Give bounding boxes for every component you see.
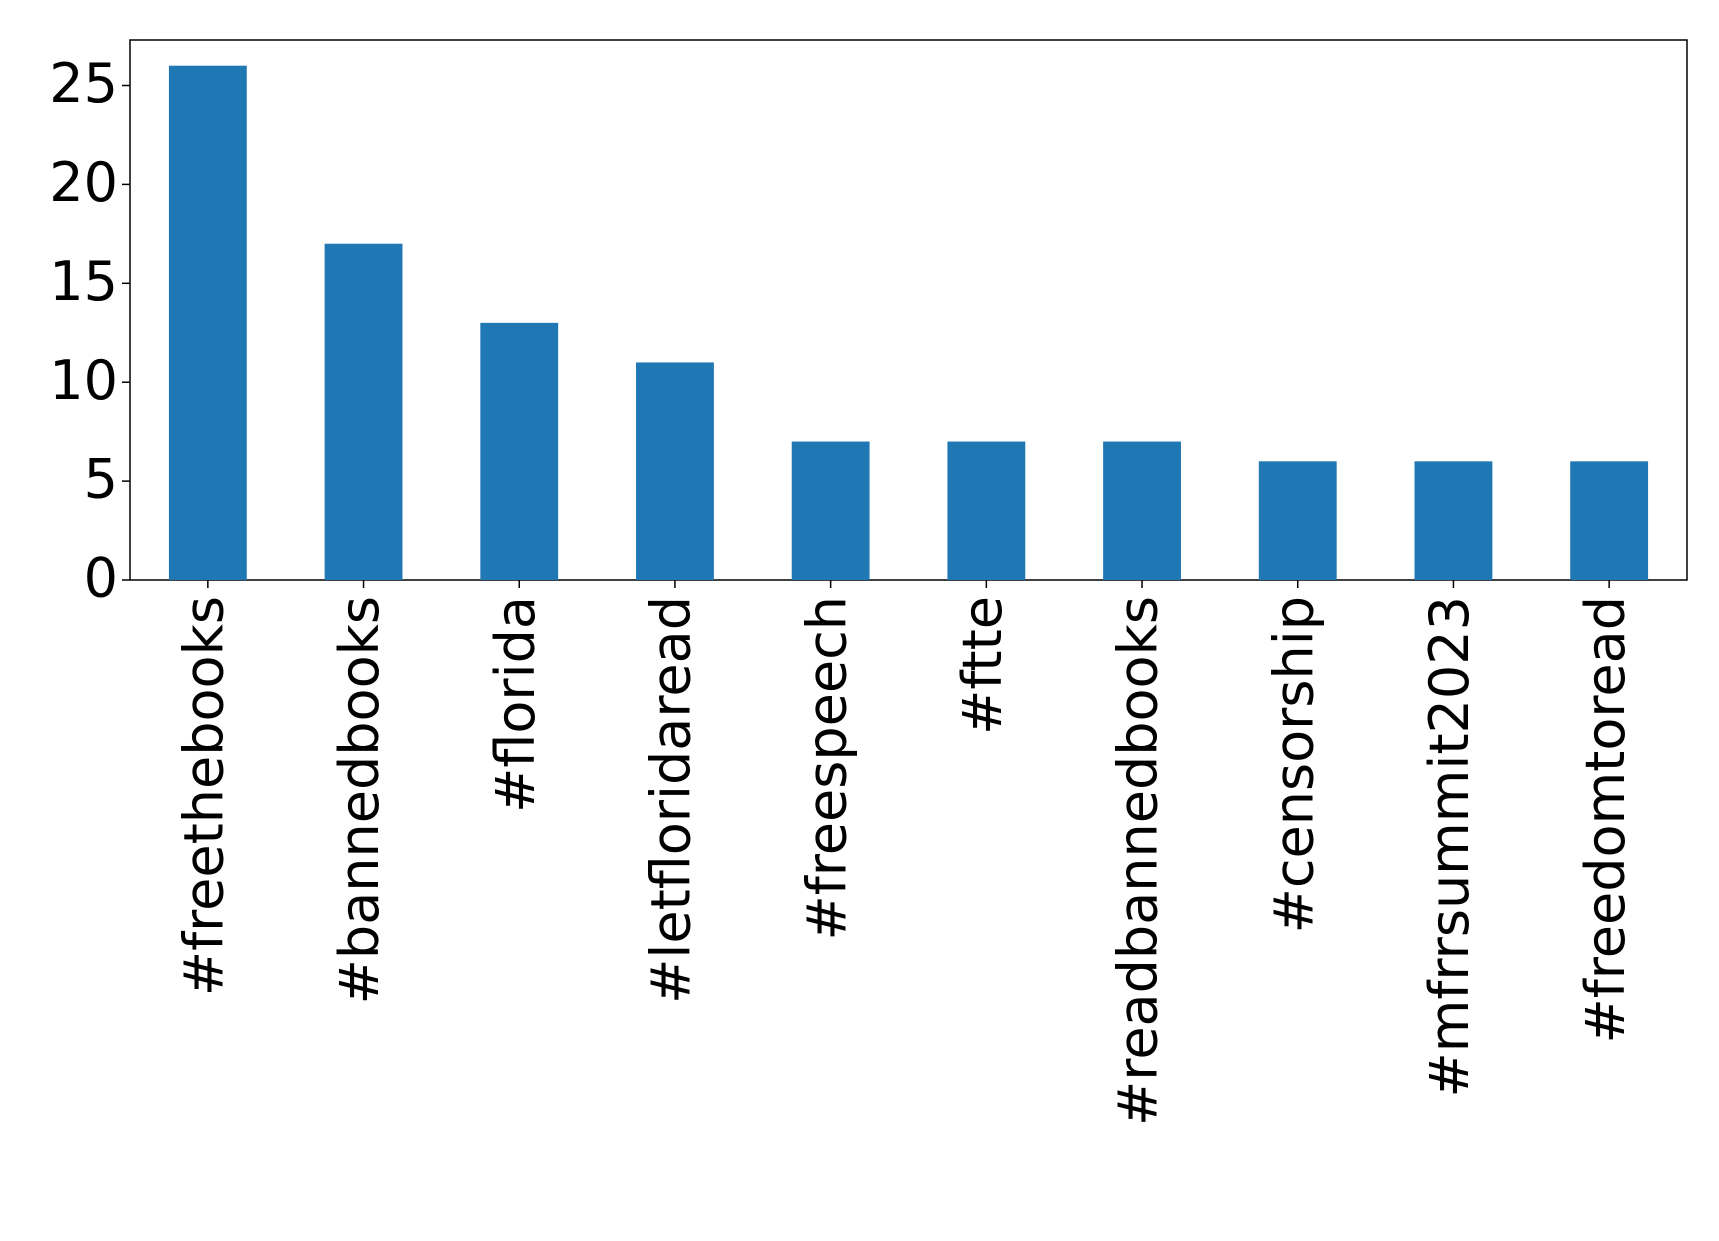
- y-tick-label: 15: [49, 250, 118, 313]
- x-tick-label: #freethebooks: [172, 596, 235, 996]
- bar: [1570, 461, 1649, 580]
- y-tick-label: 25: [49, 52, 118, 115]
- bar: [791, 441, 870, 580]
- bar: [480, 322, 559, 580]
- y-tick-label: 5: [84, 448, 118, 511]
- x-tick-label: #censorship: [1262, 596, 1325, 933]
- x-tick-label: #letfloridaread: [640, 596, 703, 1004]
- y-tick-label: 20: [49, 151, 118, 214]
- bar: [636, 362, 714, 580]
- bar: [324, 243, 403, 580]
- bar: [168, 65, 247, 580]
- x-tick-label: #bannedbooks: [328, 596, 391, 1004]
- x-tick-label: #mfrrsummit2023: [1418, 596, 1481, 1097]
- y-tick-label: 0: [84, 547, 118, 610]
- y-tick-label: 10: [49, 349, 118, 412]
- x-tick-label: #florida: [484, 596, 547, 813]
- bar: [947, 441, 1026, 580]
- x-tick-label: #freespeech: [795, 596, 858, 941]
- bar: [1258, 461, 1337, 580]
- plot-frame: [129, 39, 1688, 581]
- bar: [1103, 441, 1181, 580]
- bar: [1414, 461, 1493, 580]
- x-tick-label: #freedomtoread: [1574, 596, 1637, 1043]
- x-tick-label: #readbannedbooks: [1107, 596, 1170, 1126]
- x-tick-label: #ftte: [951, 596, 1014, 735]
